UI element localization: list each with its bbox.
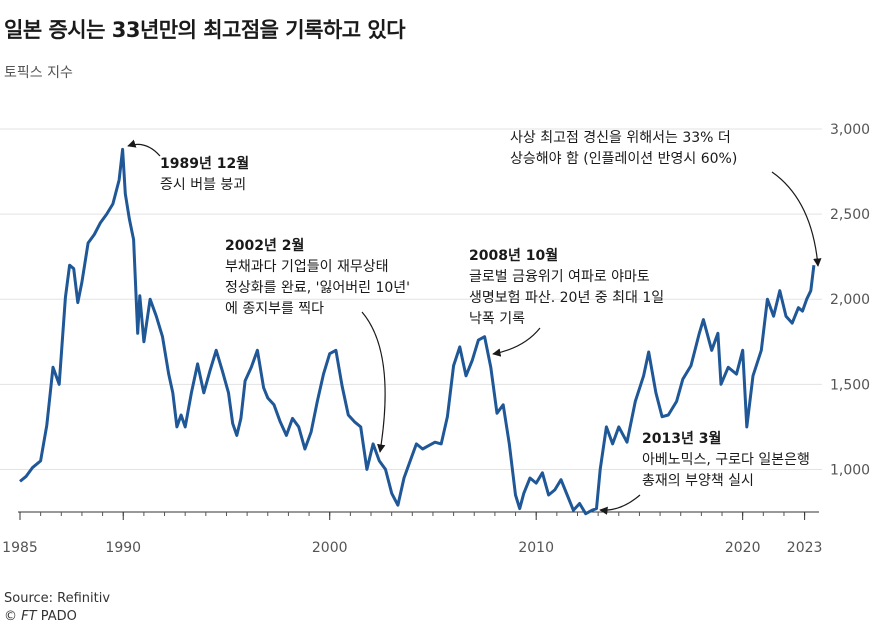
topix-series-line — [19, 147, 816, 516]
annotation-text: 사상 최고점 경신을 위해서는 33% 더 — [510, 130, 731, 146]
x-tick-label: 1985 — [2, 540, 38, 556]
y-tick-label: 1,500 — [830, 377, 870, 393]
x-tick-label: 2020 — [725, 540, 761, 556]
annotation-text: 아베노믹스, 구로다 일본은행 — [642, 452, 810, 468]
x-tick-label: 2000 — [312, 540, 348, 556]
annotation-arrow — [361, 311, 386, 453]
series-layer — [19, 147, 816, 516]
y-gridlines — [0, 128, 822, 470]
annotation-text: 생명보험 파산. 20년 중 최대 1일 — [469, 290, 664, 306]
annotation-text: 글로벌 금융위기 여파로 야마토 — [469, 269, 650, 285]
annotation-arrow — [492, 327, 541, 357]
annotation-arrow — [127, 139, 161, 157]
chart-subtitle: 토픽스 지수 — [4, 65, 73, 81]
x-tick-label: 2023 — [787, 540, 823, 556]
annotation-arrow — [771, 171, 822, 267]
y-tick-label: 2,000 — [830, 292, 870, 308]
copyright-symbol: © — [4, 609, 17, 624]
credit-line: © FT PADO — [4, 609, 77, 624]
annotation-text: 증시 버블 붕괴 — [160, 177, 246, 193]
annotation-title: 2002년 2월 — [225, 237, 304, 254]
annotation-title: 2008년 10월 — [469, 247, 558, 264]
chart-title: 일본 증시는 33년만의 최고점을 기록하고 있다 — [4, 18, 406, 42]
x-axis: 1985 1990 2000 2010 2020 2023 — [2, 511, 823, 556]
x-tick-label: 1990 — [105, 540, 141, 556]
annotation-text: 총재의 부양책 실시 — [642, 473, 754, 489]
ft-credit: FT — [21, 609, 37, 624]
annotation-title: 2013년 3월 — [642, 430, 721, 447]
source-note: Source: Refinitiv — [4, 591, 111, 606]
annotation-text: 부채과다 기업들이 재무상태 — [225, 259, 388, 275]
annotation-text: 에 종지부를 찍다 — [225, 301, 324, 317]
partner-credit: PADO — [40, 609, 77, 624]
annotation-text: 정상화를 완료, '잃어버린 10년' — [225, 280, 410, 296]
annotation-text: 상승해야 함 (인플레이션 반영시 60%) — [510, 151, 737, 167]
x-tick-label: 2010 — [518, 540, 554, 556]
y-tick-label: 3,000 — [830, 122, 870, 138]
y-tick-label: 1,000 — [830, 462, 870, 478]
y-tick-labels: 1,000 1,500 2,000 2,500 3,000 — [830, 122, 870, 478]
annotation-arrow — [599, 494, 641, 515]
annotation-text: 낙폭 기록 — [469, 311, 525, 327]
annotation-title: 1989년 12월 — [160, 155, 249, 172]
y-tick-label: 2,500 — [830, 207, 870, 223]
